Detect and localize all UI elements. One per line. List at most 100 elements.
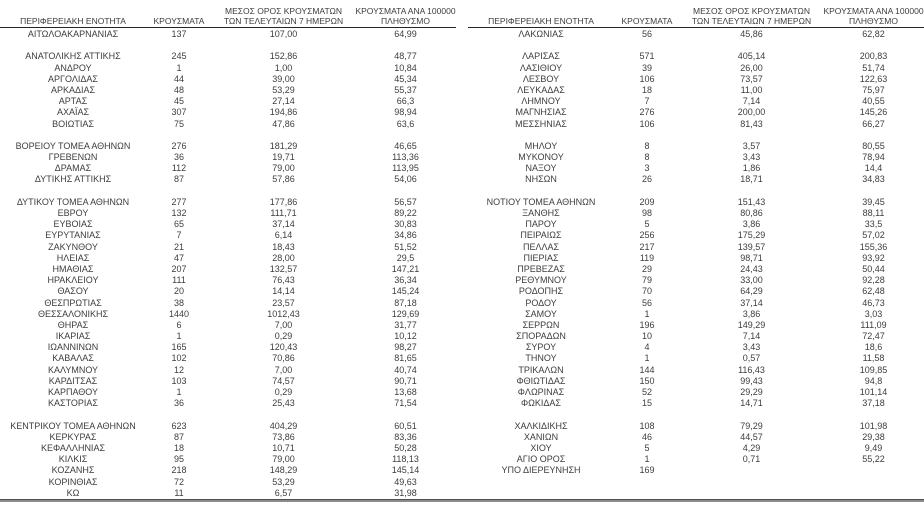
avg7-cell: 3,86 xyxy=(742,219,761,230)
per100k-cell: 48,77 xyxy=(394,51,417,62)
table-row: ΜΥΚΟΝΟΥ 8 3,43 78,94 xyxy=(468,152,924,163)
avg7-cell: 120,43 xyxy=(269,342,298,353)
per100k-cell: 83,36 xyxy=(394,431,417,442)
table-row: ΛΕΥΚΑΔΑΣ 18 11,00 75,97 xyxy=(468,85,924,96)
region-name-cell: ΑΡΤΑΣ xyxy=(58,96,88,107)
table-row: ΦΛΩΡΙΝΑΣ 52 29,29 101,14 xyxy=(468,387,924,398)
avg7-cell: 24,43 xyxy=(740,263,763,274)
per100k-cell: 9,49 xyxy=(864,442,883,453)
cases-cell: 70 xyxy=(641,286,652,297)
region-name-cell: ΘΑΣΟΥ xyxy=(57,286,89,297)
per100k-cell: 129,69 xyxy=(391,308,420,319)
group-spacer xyxy=(468,130,924,141)
table-row: ΡΟΔΟΥ 56 37,14 46,73 xyxy=(468,298,924,309)
avg7-cell: 64,29 xyxy=(740,286,763,297)
avg7-cell: 27,14 xyxy=(272,96,295,107)
cases-cell: 276 xyxy=(171,140,187,151)
avg7-cell: 6,14 xyxy=(274,230,293,241)
table-row: ΘΗΡΑΣ 6 7,00 31,77 xyxy=(0,320,456,331)
avg7-cell: 57,86 xyxy=(272,174,295,185)
avg7-cell: 98,71 xyxy=(740,252,763,263)
avg7-cell: 76,43 xyxy=(272,275,295,286)
cases-cell: 103 xyxy=(171,375,187,386)
region-name-cell: ΞΑΝΘΗΣ xyxy=(522,208,560,218)
cases-cell: 11 xyxy=(174,487,184,498)
table-row: ΑΙΤΩΛΟΑΚΑΡΝΑΝΙΑΣ 137 107,00 64,99 xyxy=(0,29,456,40)
avg7-cell: 3,43 xyxy=(742,152,761,163)
per100k-cell: 98,94 xyxy=(394,107,417,118)
per100k-cell: 200,83 xyxy=(859,51,888,62)
cases-cell: 15 xyxy=(641,398,652,409)
cases-cell: 10 xyxy=(641,331,652,342)
avg7-cell: 200,00 xyxy=(737,107,766,118)
per100k-cell: 80,55 xyxy=(862,140,885,151)
per100k-cell: 145,24 xyxy=(391,286,420,297)
per100k-cell: 51,74 xyxy=(862,62,885,73)
region-name-cell: ΜΥΚΟΝΟΥ xyxy=(518,152,564,163)
region-name-cell: ΣΠΟΡΑΔΩΝ xyxy=(516,331,566,342)
column-header-avg7: ΜΕΣΟΣ ΟΡΟΣ ΚΡΟΥΣΜΑΤΩΝ ΤΩΝ ΤΕΛΕΥΤΑΙΩΝ 7 Η… xyxy=(212,6,355,26)
region-name-cell: ΚΙΛΚΙΣ xyxy=(58,454,88,465)
region-name-cell: ΙΩΑΝΝΙΝΩΝ xyxy=(47,342,99,353)
region-name-cell: ΑΡΚΑΔΙΑΣ xyxy=(50,84,96,95)
per100k-cell: 10,84 xyxy=(394,62,417,73)
region-name-cell: ΕΥΡΥΤΑΝΙΑΣ xyxy=(45,230,101,241)
per100k-cell: 94,8 xyxy=(864,375,883,386)
region-name-cell: ΓΡΕΒΕΝΩΝ xyxy=(48,152,98,163)
region-name-cell: ΚΩ xyxy=(66,487,80,498)
per100k-cell: 3,03 xyxy=(864,308,883,319)
table-row: ΑΡΚΑΔΙΑΣ 48 53,29 55,37 xyxy=(0,85,456,96)
table-row: ΚΙΛΚΙΣ 95 79,00 118,13 xyxy=(0,454,456,465)
avg7-cell: 80,86 xyxy=(740,208,763,218)
region-name-cell: ΔΥΤΙΚΗΣ ΑΤΤΙΚΗΣ xyxy=(34,174,112,185)
per100k-cell: 64,99 xyxy=(394,29,417,39)
region-name-cell: ΘΕΣΠΡΩΤΙΑΣ xyxy=(44,297,102,308)
regional-cases-table-right: ΠΕΡΙΦΕΡΕΙΑΚΗ ΕΝΟΤΗΤΑ ΚΡΟΥΣΜΑΤΑ ΜΕΣΟΣ ΟΡΟ… xyxy=(468,6,924,477)
cases-cell: 4 xyxy=(644,342,650,353)
table-row: ΠΡΕΒΕΖΑΣ 29 24,43 50,44 xyxy=(468,264,924,275)
per100k-cell: 75,97 xyxy=(862,84,885,95)
per100k-cell: 18,6 xyxy=(864,342,883,353)
per100k-cell: 39,45 xyxy=(862,196,885,207)
table-row: ΚΑΡΔΙΤΣΑΣ 103 74,57 90,71 xyxy=(0,376,456,387)
region-name-cell: ΗΜΑΘΙΑΣ xyxy=(52,263,94,274)
table-row: ΗΜΑΘΙΑΣ 207 132,57 147,21 xyxy=(0,264,456,275)
table-row: ΚΟΡΙΝΘΙΑΣ 72 53,29 49,63 xyxy=(0,477,456,488)
table-row: ΚΑΣΤΟΡΙΑΣ 36 25,43 71,54 xyxy=(0,398,456,409)
table-bottom-rule xyxy=(0,499,924,502)
region-name-cell: ΠΙΕΡΙΑΣ xyxy=(523,252,559,263)
table-row: ΤΗΝΟΥ 1 0,57 11,58 xyxy=(468,353,924,364)
cases-cell: 46 xyxy=(641,431,652,442)
cases-cell: 56 xyxy=(641,29,652,39)
cases-cell: 5 xyxy=(644,442,650,453)
cases-cell: 7 xyxy=(176,230,182,241)
avg7-cell: 74,57 xyxy=(272,375,295,386)
region-name-cell: ΖΑΚΥΝΘΟΥ xyxy=(48,241,98,252)
per100k-cell: 29,5 xyxy=(396,252,415,263)
cases-cell: 144 xyxy=(639,364,655,375)
avg7-cell: 111,71 xyxy=(270,208,297,218)
table-row: ΑΝΔΡΟΥ 1 1,00 10,84 xyxy=(0,63,456,74)
avg7-cell: 53,29 xyxy=(272,84,295,95)
group-spacer xyxy=(0,40,456,51)
region-name-cell: ΚΑΛΥΜΝΟΥ xyxy=(47,364,99,375)
table-row: ΠΑΡΟΥ 5 3,86 33,5 xyxy=(468,219,924,230)
per100k-cell: 113,95 xyxy=(392,163,419,174)
per100k-cell: 30,83 xyxy=(394,219,417,230)
avg7-cell: 14,14 xyxy=(272,286,295,297)
region-name-cell: ΛΑΡΙΣΑΣ xyxy=(522,51,560,62)
table-row: ΔΥΤΙΚΟΥ ΤΟΜΕΑ ΑΘΗΝΩΝ 277 177,86 56,57 xyxy=(0,197,456,208)
avg7-cell: 7,14 xyxy=(742,96,761,107)
region-name-cell: ΣΕΡΡΩΝ xyxy=(522,319,560,330)
avg7-cell: 1,00 xyxy=(274,62,293,73)
per100k-cell: 71,54 xyxy=(394,398,417,409)
region-name-cell: ΝΑΞΟΥ xyxy=(525,163,557,174)
per100k-cell: 55,22 xyxy=(862,454,885,465)
region-name-cell: ΗΛΕΙΑΣ xyxy=(56,252,90,263)
avg7-cell: 81,43 xyxy=(740,118,763,129)
per100k-cell: 29,38 xyxy=(862,431,885,442)
avg7-cell: 73,57 xyxy=(740,73,763,84)
avg7-cell: 70,86 xyxy=(272,353,295,364)
per100k-cell: 81,65 xyxy=(394,353,417,364)
cases-cell: 150 xyxy=(639,375,655,386)
